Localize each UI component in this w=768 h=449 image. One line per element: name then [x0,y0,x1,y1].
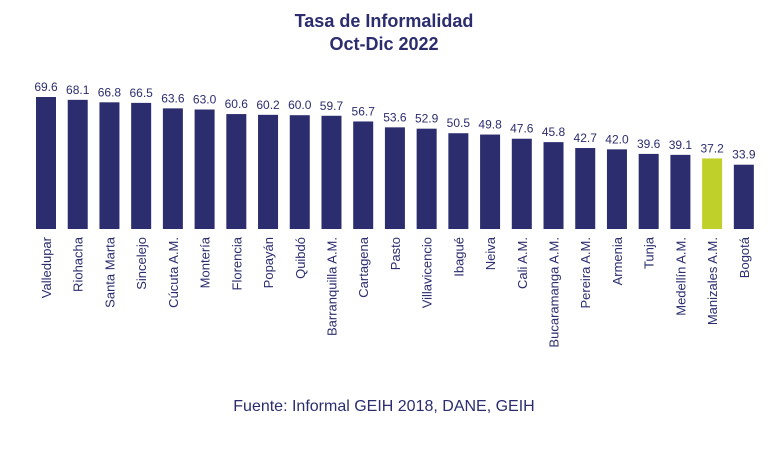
category-label-6: Florencia [229,236,244,290]
bar-4 [162,108,183,229]
category-label-4: Cúcuta A.M. [166,237,181,308]
value-label-14: 49.8 [478,118,502,132]
category-label-18: Armenia [610,236,625,285]
value-label-7: 60.2 [256,98,280,112]
chart-subtitle: Oct-Dic 2022 [329,34,439,54]
bar-18 [606,149,627,229]
bar-0 [36,97,56,229]
category-label-8: Quibdó [293,237,308,279]
bar-14 [480,134,501,229]
category-label-12: Villavicencio [420,237,435,308]
category-label-16: Bucaramanga A.M. [547,237,562,348]
bar-15 [511,138,532,229]
bar-9 [321,115,342,229]
value-label-10: 56.7 [352,104,376,118]
bar-13 [448,133,469,229]
bar-19 [638,153,659,229]
category-label-22: Bogotá [737,236,752,278]
value-label-18: 42.0 [605,132,629,146]
bar-17 [575,148,596,229]
value-label-19: 39.6 [637,137,661,151]
value-label-12: 52.9 [415,112,439,126]
chart-title: Tasa de Informalidad [294,11,474,31]
value-label-20: 39.1 [669,138,693,152]
value-label-2: 66.8 [98,85,122,99]
category-label-13: Ibagué [451,237,466,277]
bar-20 [670,154,691,229]
bar-3 [131,102,152,229]
category-label-20: Medellín A.M. [673,237,688,316]
value-label-11: 53.6 [383,110,407,124]
category-label-1: Riohacha [71,236,86,292]
bar-8 [289,115,310,229]
bar-11 [384,127,405,229]
bar-16 [543,142,564,229]
value-label-1: 68.1 [66,83,90,97]
value-label-15: 47.6 [510,122,534,136]
category-label-14: Neiva [483,236,498,270]
category-label-7: Popayán [261,237,276,288]
source-note: Fuente: Informal GEIH 2018, DANE, GEIH [233,398,535,415]
value-label-4: 63.6 [161,91,185,105]
value-label-6: 60.6 [225,97,249,111]
category-label-19: Tunja [642,236,657,269]
category-label-9: Barranquilla A.M. [324,237,339,336]
value-label-17: 42.7 [574,131,598,145]
category-label-17: Pereira A.M. [578,237,593,309]
bar-5 [194,109,215,229]
bar-7 [258,114,279,229]
category-label-21: Manizales A.M. [705,237,720,325]
value-label-8: 60.0 [288,98,312,112]
bar-2 [99,102,120,229]
category-label-2: Santa Marta [102,236,117,308]
value-label-22: 33.9 [732,148,756,162]
value-label-21: 37.2 [700,141,724,155]
bar-1 [67,99,88,230]
bar-6 [226,114,247,229]
category-label-15: Cali A.M. [515,237,530,289]
value-label-3: 66.5 [129,86,153,100]
value-label-5: 63.0 [193,93,217,107]
value-label-13: 50.5 [447,116,471,130]
bar-12 [416,128,437,229]
value-label-9: 59.7 [320,99,344,113]
value-label-0: 69.6 [34,80,58,94]
bar-21 [702,158,723,229]
bar-22 [733,164,754,229]
category-label-0: Valledupar [39,236,54,298]
category-label-10: Cartagena [356,236,371,297]
category-label-3: Sincelejo [134,237,149,290]
category-label-11: Pasto [388,237,403,270]
value-label-16: 45.8 [542,125,566,139]
bar-10 [353,121,374,229]
category-label-5: Montería [198,236,213,288]
